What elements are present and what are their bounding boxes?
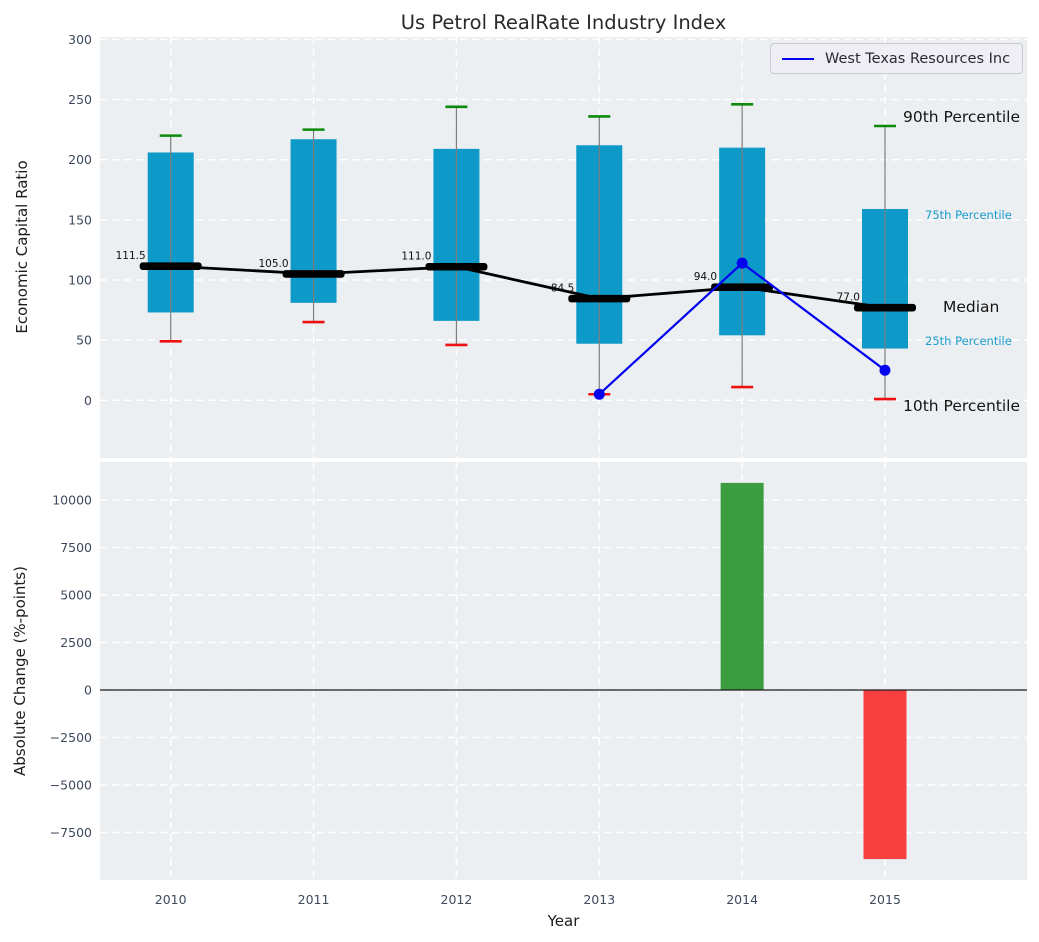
median-marker-2015 <box>854 303 916 312</box>
chart-title: Us Petrol RealRate Industry Index <box>400 11 727 34</box>
median-marker-2013 <box>568 294 631 303</box>
median-value-label: 77.0 <box>837 292 860 304</box>
annotation-10th-percentile: 10th Percentile <box>903 397 1021 415</box>
median-marker-2010 <box>139 262 202 270</box>
annotation-25th-percentile: 25th Percentile <box>925 334 1012 348</box>
bottom-ytick-label: 2500 <box>60 635 92 650</box>
xtick-label: 2014 <box>726 892 758 907</box>
x-axis-label: Year <box>547 912 580 930</box>
company-point-2013 <box>593 388 605 400</box>
top-ytick-label: 100 <box>68 272 92 287</box>
median-value-label: 111.0 <box>401 251 431 263</box>
top-ytick-label: 300 <box>68 32 92 47</box>
xtick-label: 2010 <box>155 892 187 907</box>
xtick-label: 2011 <box>298 892 330 907</box>
legend-label: West Texas Resources Inc <box>825 50 1011 67</box>
median-value-label: 111.5 <box>116 250 146 262</box>
median-value-label: 84.5 <box>551 283 574 295</box>
bottom-ytick-label: 7500 <box>60 540 92 555</box>
annotation-90th-percentile: 90th Percentile <box>903 108 1021 126</box>
bottom-ytick-label: 0 <box>84 683 92 698</box>
top-ytick-label: 250 <box>68 92 92 107</box>
bottom-ytick-label: 10000 <box>52 493 92 508</box>
median-marker-2012 <box>425 262 488 271</box>
xtick-label: 2012 <box>441 892 473 907</box>
legend-line-swatch <box>782 57 814 60</box>
bottom-y-axis-label: Absolute Change (%-points) <box>11 566 29 776</box>
median-marker-2011 <box>282 270 345 278</box>
median-value-label: 105.0 <box>258 258 288 270</box>
legend: West Texas Resources Inc <box>770 43 1023 74</box>
top-ytick-label: 150 <box>68 212 92 227</box>
bottom-ytick-label: −7500 <box>50 825 92 840</box>
bottom-ytick-label: −2500 <box>50 730 92 745</box>
top-ytick-label: 200 <box>68 152 92 167</box>
company-point-2014 <box>736 257 748 269</box>
median-value-label: 94.0 <box>694 271 717 283</box>
xtick-label: 2013 <box>583 892 615 907</box>
median-marker-2014 <box>711 283 774 291</box>
annotation-75th-percentile: 75th Percentile <box>925 208 1012 222</box>
annotation-median: Median <box>943 298 1000 316</box>
top-y-axis-label: Economic Capital Ratio <box>13 160 31 334</box>
top-ytick-label: 0 <box>84 393 92 408</box>
bottom-ytick-label: 5000 <box>60 588 92 603</box>
bottom-ytick-label: −5000 <box>50 778 92 793</box>
company-point-2015 <box>879 364 891 376</box>
bar-2015 <box>863 690 907 860</box>
bar-2014 <box>720 482 764 690</box>
xtick-label: 2015 <box>869 892 901 907</box>
top-ytick-label: 50 <box>76 333 92 348</box>
